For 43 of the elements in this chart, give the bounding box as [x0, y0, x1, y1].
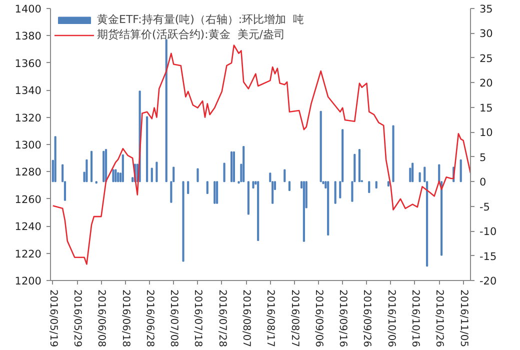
x-tick-label: 2016/06/28: [144, 290, 155, 348]
y-tick-label: 1280: [14, 166, 42, 179]
y-tick-label: 1300: [14, 140, 42, 152]
y2-tick-label: 5: [480, 152, 486, 164]
x-tick-label: 2016/07/28: [216, 290, 228, 348]
x-tick-label: 2016/08/07: [240, 290, 252, 348]
x-tick-label: 2016/07/08: [168, 290, 180, 348]
x-tick-label: 2016/08/27: [288, 290, 300, 348]
y2-tick-label: 35: [480, 4, 493, 16]
x-tick-label: 2016/07/18: [192, 290, 204, 348]
x-tick-label: 2016/08/17: [264, 290, 276, 348]
x-tick-label: 2016/10/26: [434, 290, 445, 348]
y-tick-label: 1340: [14, 85, 42, 98]
x-tick-label: 2016/09/16: [337, 290, 348, 348]
y-tick-label: 1200: [14, 276, 42, 288]
x-tick-label: 2016/05/29: [72, 290, 83, 348]
y2-tick-label: -10: [480, 226, 497, 238]
y-tick-label: 1400: [14, 4, 42, 16]
y2-tick-label: -20: [480, 276, 497, 288]
y2-tick-label: 10: [480, 127, 493, 140]
x-tick-label: 2016/05/19: [47, 290, 58, 348]
y2-tick-label: -5: [480, 201, 490, 214]
y-tick-label: 1360: [14, 58, 42, 70]
x-tick-label: 2016/10/06: [385, 290, 396, 348]
y-tick-label: 1220: [14, 248, 42, 260]
y-tick-label: 1380: [14, 30, 42, 43]
x-tick-label: 2016/10/16: [409, 290, 420, 348]
y2-tick-label: 0: [480, 176, 486, 189]
y-tick-label: 1260: [14, 194, 42, 206]
y2-tick-label: 25: [480, 52, 493, 65]
x-tick-label: 2016/06/18: [120, 290, 131, 348]
legend-label: 期货结算价(活跃合约):黄金 美元/盎司: [97, 27, 285, 42]
legend-label: 黄金ETF:持有量(吨)（右轴）:环比增加 吨: [97, 12, 304, 27]
x-tick-label: 2016/09/26: [361, 290, 372, 348]
y2-tick-label: -15: [480, 250, 497, 263]
y2-tick-label: 15: [480, 102, 493, 114]
x-tick-label: 2016/09/06: [312, 290, 324, 348]
y2-tick-label: 20: [480, 78, 493, 90]
x-tick-label: 2016/11/05: [458, 290, 469, 348]
y-tick-label: 1320: [14, 112, 42, 124]
y2-tick-label: 30: [480, 28, 493, 40]
x-tick-label: 2016/06/08: [96, 290, 107, 348]
y-tick-label: 1240: [14, 221, 42, 234]
